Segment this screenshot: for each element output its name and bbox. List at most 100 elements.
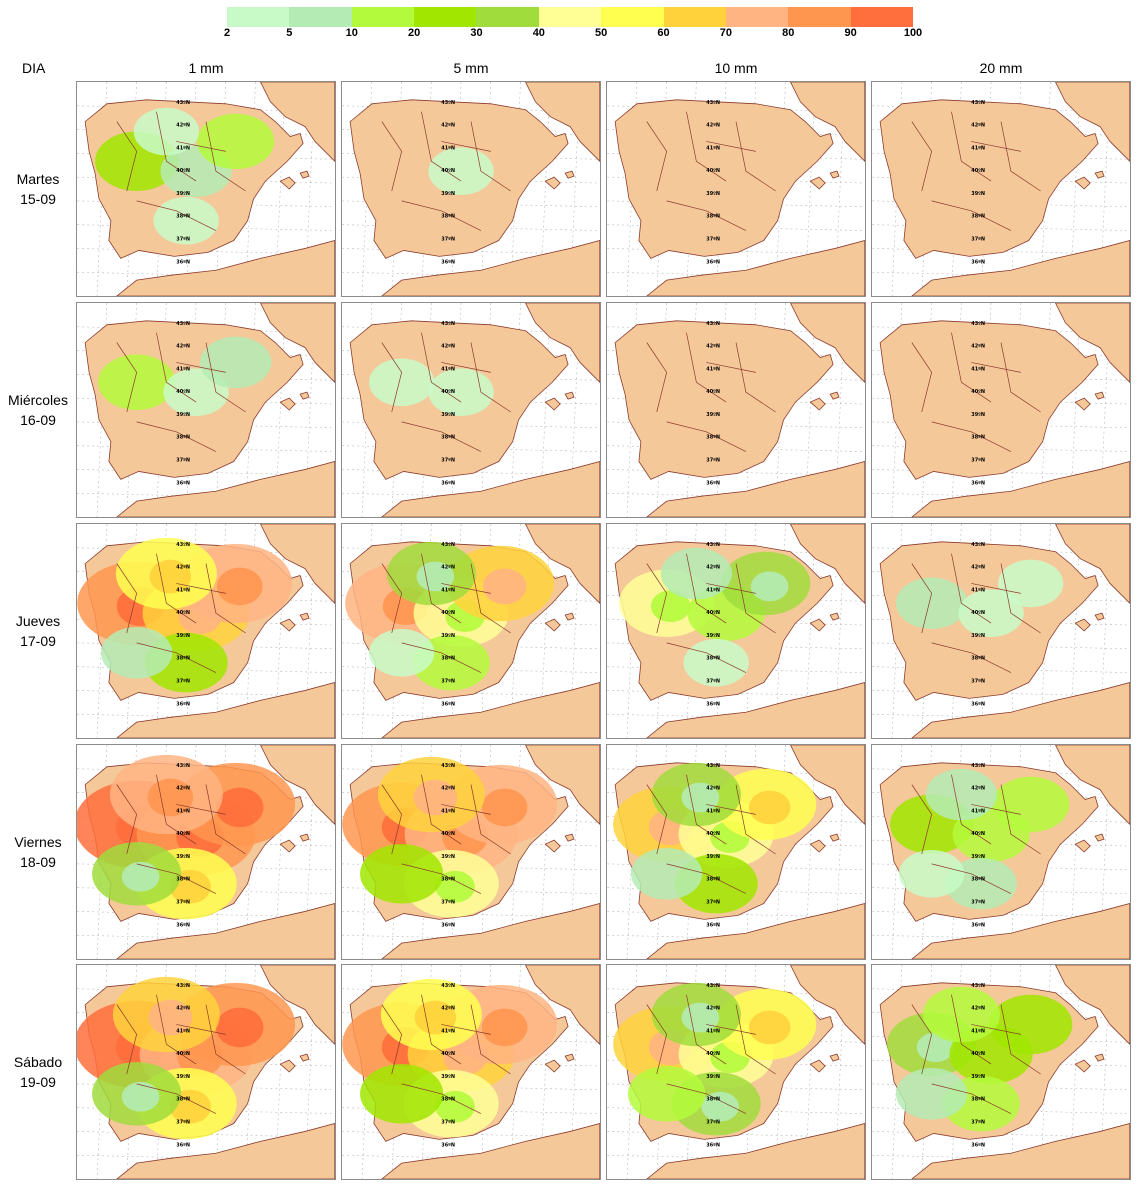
latitude-label: 38ºN	[971, 214, 985, 220]
latitude-label: 41ºN	[441, 587, 455, 593]
latitude-label: 37ºN	[441, 458, 455, 464]
probability-area	[153, 196, 219, 245]
france-land	[790, 82, 865, 163]
iberia-map: 43ºN 42ºN 41ºN 40ºN 39ºN 38ºN 37ºN 36ºN	[342, 745, 600, 959]
probability-core	[701, 1091, 739, 1122]
iberia-map: 43ºN 42ºN 41ºN 40ºN 39ºN 38ºN 37ºN 36ºN	[77, 524, 335, 738]
probability-area	[133, 107, 200, 156]
latitude-label: 36ºN	[706, 701, 720, 707]
balearic-islands	[1074, 612, 1105, 632]
probability-area	[683, 638, 749, 687]
france-land	[525, 82, 600, 163]
iberia-map: 43ºN 42ºN 41ºN 40ºN 39ºN 38ºN 37ºN 36ºN	[607, 965, 865, 1179]
latitude-label: 42ºN	[971, 344, 985, 350]
legend-label: 100	[903, 27, 923, 39]
province-borders	[381, 553, 511, 673]
latitude-label: 40ºN	[706, 1051, 720, 1057]
probability-area	[98, 354, 176, 410]
latitude-label: 37ºN	[441, 1120, 455, 1126]
latitude-label: 38ºN	[176, 214, 190, 220]
day-header: Jueves 17-09	[0, 611, 76, 651]
legend-swatch-5	[538, 7, 602, 27]
latitude-label: 43ºN	[971, 983, 985, 989]
legend-label: 2	[223, 27, 231, 39]
province-borders	[646, 553, 776, 673]
latitude-label: 37ºN	[706, 1120, 720, 1126]
balearic-islands	[809, 170, 840, 190]
probability-core	[482, 568, 527, 605]
latitude-label: 43ºN	[971, 763, 985, 769]
map-panel-1-0: 43ºN 42ºN 41ºN 40ºN 39ºN 38ºN 37ºN 36ºN	[76, 302, 336, 518]
balearic-islands	[809, 1053, 840, 1073]
latitude-label: 40ºN	[176, 389, 190, 395]
map-panel-3-3: 43ºN 42ºN 41ºN 40ºN 39ºN 38ºN 37ºN 36ºN	[871, 744, 1131, 960]
iberia-map: 43ºN 42ºN 41ºN 40ºN 39ºN 38ºN 37ºN 36ºN	[77, 745, 335, 959]
africa-land	[911, 461, 1130, 517]
latitude-label: 43ºN	[176, 763, 190, 769]
latitude-label: 43ºN	[706, 321, 720, 327]
probability-core	[121, 1081, 160, 1112]
legend-label: 70	[719, 27, 733, 39]
latitude-label: 43ºN	[706, 763, 720, 769]
map-panel-3-1: 43ºN 42ºN 41ºN 40ºN 39ºN 38ºN 37ºN 36ºN	[341, 744, 601, 960]
africa-land	[911, 903, 1130, 959]
map-panel-2-1: 43ºN 42ºN 41ºN 40ºN 39ºN 38ºN 37ºN 36ºN	[341, 523, 601, 739]
probability-core	[481, 788, 528, 827]
latitude-label: 40ºN	[706, 389, 720, 395]
latitude-label: 41ºN	[441, 808, 455, 814]
latitude-label: 36ºN	[176, 701, 190, 707]
province-borders	[646, 994, 776, 1114]
map-panel-1-1: 43ºN 42ºN 41ºN 40ºN 39ºN 38ºN 37ºN 36ºN	[341, 302, 601, 518]
threshold-header: 1 mm	[188, 60, 224, 76]
day-date: 18-09	[20, 854, 56, 870]
iberia-map: 43ºN 42ºN 41ºN 40ºN 39ºN 38ºN 37ºN 36ºN	[872, 745, 1130, 959]
latitude-label: 39ºN	[176, 412, 190, 418]
latitude-label: 36ºN	[971, 922, 985, 928]
latitude-label: 39ºN	[441, 1074, 455, 1080]
probability-area	[630, 848, 703, 900]
legend-label: 50	[595, 27, 608, 39]
map-panel-3-2: 43ºN 42ºN 41ºN 40ºN 39ºN 38ºN 37ºN 36ºN	[606, 744, 866, 960]
latitude-label: 43ºN	[971, 100, 985, 106]
map-panel-0-3: 43ºN 42ºN 41ºN 40ºN 39ºN 38ºN 37ºN 36ºN	[871, 81, 1131, 297]
latitude-label: 40ºN	[971, 610, 985, 616]
latitude-label: 39ºN	[971, 412, 985, 418]
probability-core	[748, 790, 791, 825]
africa-land	[381, 240, 600, 296]
iberia-map: 43ºN 42ºN 41ºN 40ºN 39ºN 38ºN 37ºN 36ºN	[342, 303, 600, 517]
latitude-label: 37ºN	[441, 900, 455, 906]
latitude-label: 39ºN	[441, 412, 455, 418]
dia-header: DIA	[22, 60, 46, 76]
latitude-label: 39ºN	[706, 1074, 720, 1080]
probability-area	[992, 776, 1070, 833]
day-name: Martes	[16, 171, 60, 187]
france-land	[1055, 745, 1130, 826]
latitude-label: 38ºN	[441, 435, 455, 441]
latitude-label: 39ºN	[706, 633, 720, 639]
legend-swatch-0	[227, 7, 290, 27]
africa-land	[911, 682, 1130, 738]
day-date: 19-09	[20, 1074, 56, 1090]
legend-swatch-3	[414, 7, 477, 27]
latitude-label: 36ºN	[706, 922, 720, 928]
latitude-label: 42ºN	[706, 344, 720, 350]
balearic-islands	[544, 391, 575, 411]
africa-land	[646, 240, 865, 296]
latitude-label: 36ºN	[706, 1142, 720, 1148]
latitude-label: 40ºN	[441, 168, 455, 174]
latitude-label: 39ºN	[176, 633, 190, 639]
iberia-map: 43ºN 42ºN 41ºN 40ºN 39ºN 38ºN 37ºN 36ºN	[342, 524, 600, 738]
balearic-islands	[1074, 391, 1105, 411]
latitude-label: 38ºN	[971, 877, 985, 883]
map-panel-4-1: 43ºN 42ºN 41ºN 40ºN 39ºN 38ºN 37ºN 36ºN	[341, 964, 601, 1180]
day-date: 17-09	[20, 633, 56, 649]
legend-label: 20	[407, 27, 421, 39]
day-name: Sábado	[13, 1054, 63, 1070]
probability-area	[368, 358, 435, 407]
legend-swatch-2	[351, 7, 415, 27]
probability-area	[895, 577, 968, 630]
province-borders	[381, 994, 511, 1114]
threshold-header: 5 mm	[453, 60, 489, 76]
france-land	[525, 303, 600, 384]
latitude-label: 43ºN	[971, 321, 985, 327]
